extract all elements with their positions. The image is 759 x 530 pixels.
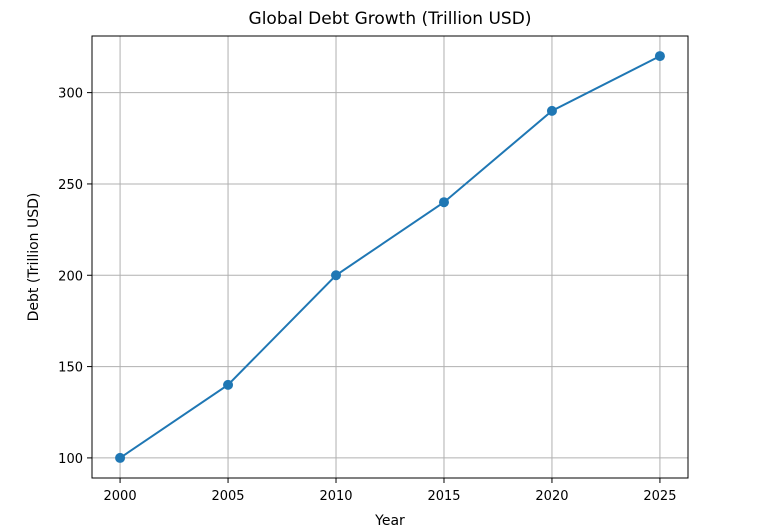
- y-tick-label: 150: [58, 361, 83, 376]
- data-point: [331, 270, 342, 281]
- data-point: [223, 379, 234, 390]
- x-tick-label: 2005: [211, 489, 244, 504]
- x-axis: 2000 2005 2010 2015 2020 2025: [104, 478, 676, 504]
- series-line: [119, 55, 661, 459]
- data-point: [438, 197, 449, 208]
- y-tick-label: 300: [58, 87, 83, 102]
- grid: [92, 36, 688, 478]
- x-tick-label: 2010: [319, 489, 352, 504]
- series-layer: [115, 51, 665, 463]
- data-point: [546, 105, 557, 116]
- x-tick-label: 2020: [535, 489, 568, 504]
- y-tick-label: 250: [58, 178, 83, 193]
- y-tick-label: 200: [58, 269, 83, 284]
- data-point: [115, 452, 126, 463]
- chart-title: Global Debt Growth (Trillion USD): [249, 9, 532, 29]
- y-axis-label: Debt (Trillion USD): [26, 193, 42, 322]
- plot-frame: [91, 35, 689, 479]
- y-axis: 100 150 200 250 300: [58, 87, 92, 467]
- data-point: [654, 51, 665, 62]
- x-tick-label: 2015: [427, 489, 460, 504]
- x-tick-label: 2000: [104, 489, 137, 504]
- x-tick-label: 2025: [643, 489, 676, 504]
- y-tick-label: 100: [58, 452, 83, 467]
- x-axis-label: Year: [374, 513, 405, 529]
